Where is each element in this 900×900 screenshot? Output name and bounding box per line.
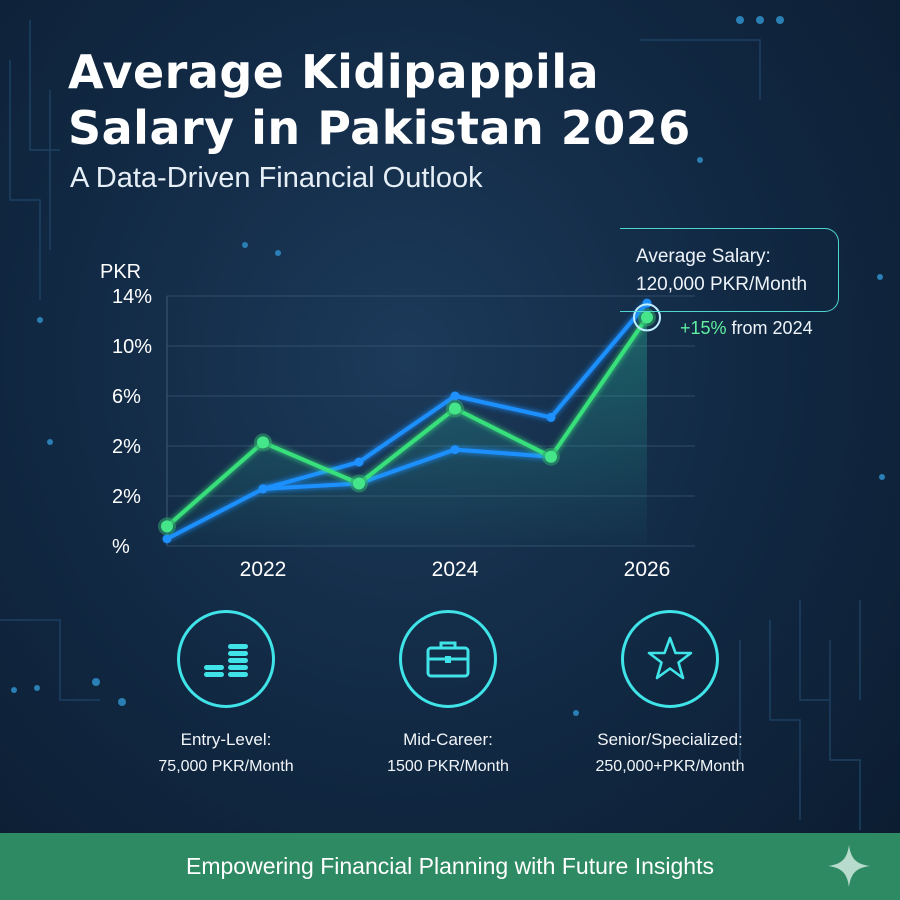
tier-mid-value: 1500 PKR/Month — [387, 758, 509, 775]
data-point — [258, 484, 268, 494]
data-point — [450, 445, 460, 455]
tier-entry-value: 75,000 PKR/Month — [158, 758, 294, 775]
tier-mid-career: Mid-Career: 1500 PKR/Month — [338, 610, 558, 776]
data-point — [354, 457, 364, 467]
data-point — [641, 311, 653, 324]
tier-senior: Senior/Specialized: 250,000+PKR/Month — [560, 610, 780, 776]
tier-senior-value: 250,000+PKR/Month — [595, 758, 745, 775]
tier-senior-label: Senior/Specialized: — [597, 730, 743, 749]
y-tick-label: 6% — [112, 386, 141, 408]
tier-entry-level: Entry-Level: 75,000 PKR/Month — [116, 610, 336, 776]
page-title: Average Kidipappila Salary in Pakistan 2… — [68, 44, 828, 156]
x-tick-label: 2022 — [240, 558, 287, 581]
y-tick-label: 14% — [112, 286, 152, 308]
y-tick-label: 2% — [112, 486, 141, 508]
briefcase-icon — [426, 641, 470, 678]
tier-entry-label: Entry-Level: — [180, 730, 272, 749]
series-line-0 — [165, 301, 649, 541]
data-point — [257, 436, 269, 449]
callout-title: Average Salary: — [636, 246, 771, 267]
star-icon — [647, 636, 693, 680]
callout-change-pct: +15% — [680, 318, 727, 338]
x-tick-label: 2024 — [432, 558, 479, 581]
data-point — [161, 520, 173, 533]
tier-mid-label: Mid-Career: — [403, 730, 493, 749]
data-point — [449, 402, 461, 415]
series-line-2 — [165, 315, 649, 529]
coins-icon — [204, 644, 248, 677]
page-subtitle: A Data-Driven Financial Outlook — [70, 162, 483, 194]
footer-banner: Empowering Financial Planning with Futur… — [0, 833, 900, 900]
callout-change-text: from 2024 — [726, 318, 813, 338]
title-line-1: Average Kidipappila — [68, 45, 600, 99]
data-point — [450, 391, 460, 401]
tier-entry-ring — [177, 610, 275, 708]
callout-box — [620, 228, 839, 312]
tier-mid-ring — [399, 610, 497, 708]
y-tick-label: % — [112, 536, 130, 558]
data-point — [162, 534, 172, 544]
area-fill — [167, 317, 647, 546]
data-point — [546, 412, 556, 422]
series-line-1 — [261, 447, 553, 491]
title-line-2: Salary in Pakistan 2026 — [68, 101, 691, 155]
y-tick-label: 2% — [112, 436, 141, 458]
x-tick-label: 2026 — [624, 558, 671, 581]
callout-change: +15% from 2024 — [680, 318, 813, 339]
tier-senior-ring — [621, 610, 719, 708]
data-point — [353, 477, 365, 490]
data-point — [545, 450, 557, 463]
footer-text: Empowering Financial Planning with Futur… — [186, 853, 714, 879]
callout-value: 120,000 PKR/Month — [636, 274, 808, 295]
highlight-ring — [633, 303, 661, 332]
sparkle-icon — [828, 845, 870, 887]
y-axis-label: PKR — [100, 261, 141, 283]
y-tick-label: 10% — [112, 336, 152, 358]
